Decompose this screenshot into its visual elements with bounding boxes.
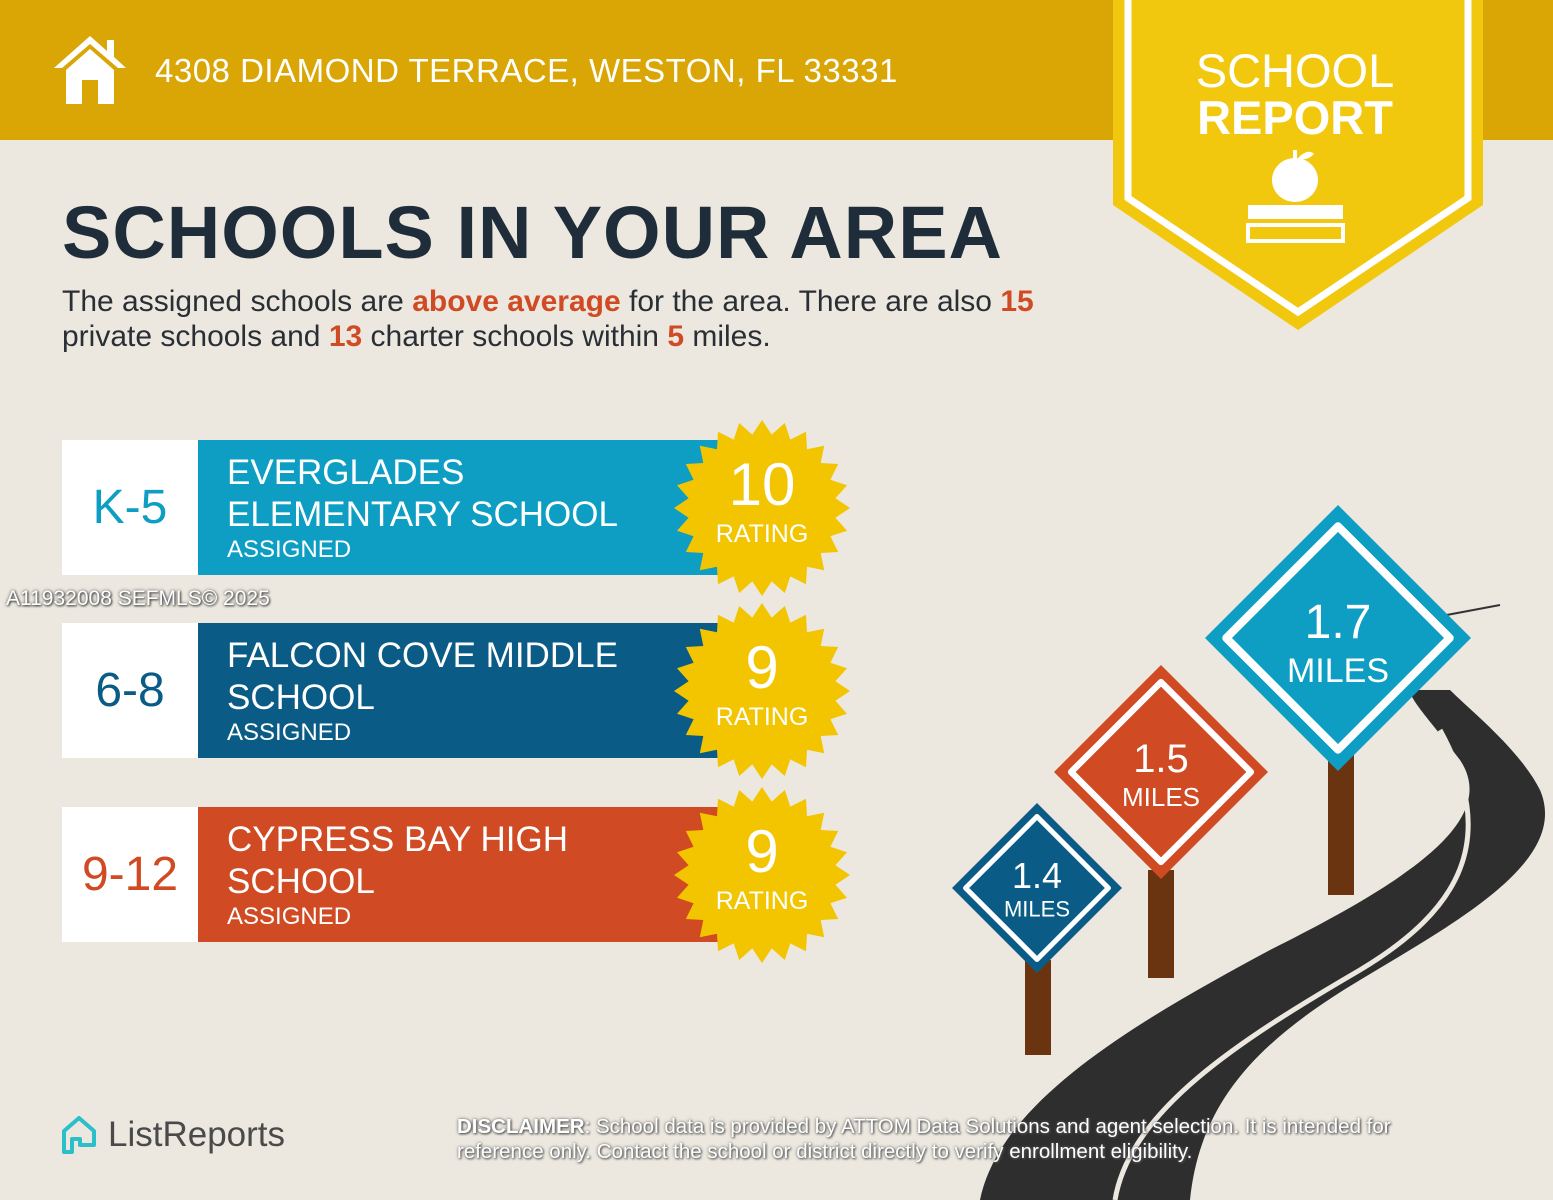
rating-badge: 9 RATING: [674, 603, 850, 779]
intro-part: charter schools within: [362, 320, 668, 353]
sign-unit: MILES: [1287, 652, 1389, 690]
school-name-line2: ELEMENTARY SCHOOL: [227, 495, 618, 534]
assignment-status: ASSIGNED: [227, 536, 352, 563]
school-name-line2: SCHOOL: [227, 678, 375, 717]
grade-range: K-5: [62, 440, 198, 575]
school-name-bar: CYPRESS BAY HIGH SCHOOL ASSIGNED: [198, 807, 728, 942]
school-name-line1: FALCON COVE MIDDLE: [227, 636, 618, 675]
rating-label: RATING: [715, 887, 809, 915]
starburst-icon: [674, 420, 850, 596]
school-row: 6-8 FALCON COVE MIDDLE SCHOOL ASSIGNED 9…: [62, 603, 862, 779]
road-line: [1112, 728, 1471, 1200]
school-name-bar: EVERGLADES ELEMENTARY SCHOOL ASSIGNED: [198, 440, 728, 575]
starburst-icon: [674, 603, 850, 779]
school-name-line1: CYPRESS BAY HIGH: [227, 820, 569, 859]
mls-watermark: A11932008 SEFMLS© 2025: [6, 587, 270, 610]
listreports-logo[interactable]: ListReports: [60, 1115, 285, 1155]
highlight-above-average: above average: [412, 285, 621, 318]
radius-miles: 5: [667, 320, 685, 353]
private-count: 15: [1000, 285, 1034, 318]
rating-value: 10: [728, 451, 796, 518]
sign-post: [1328, 755, 1354, 895]
intro-part: private schools and: [62, 320, 329, 353]
apple-books-icon: [1246, 150, 1345, 243]
school-row: K-5 EVERGLADES ELEMENTARY SCHOOL ASSIGNE…: [62, 420, 862, 596]
grade-range: 9-12: [62, 807, 198, 942]
intro-text: The assigned schools are above average f…: [62, 284, 1082, 354]
intro-part: The assigned schools are: [62, 285, 413, 318]
rating-label: RATING: [715, 703, 809, 731]
assignment-status: ASSIGNED: [227, 719, 352, 746]
house-icon: [54, 36, 126, 104]
listreports-logo-text: ListReports: [108, 1115, 286, 1154]
intro-part: for the area. There are also: [620, 285, 1001, 318]
rating-label: RATING: [715, 520, 809, 548]
charter-count: 13: [328, 320, 363, 353]
rating-value: 9: [745, 818, 779, 885]
sign-unit: MILES: [1004, 897, 1070, 922]
disclaimer: DISCLAIMER: School data is provided by A…: [457, 1114, 1477, 1164]
school-row: 9-12 CYPRESS BAY HIGH SCHOOL ASSIGNED 9 …: [62, 787, 862, 963]
school-name-line2: SCHOOL: [227, 862, 375, 901]
assignment-status: ASSIGNED: [227, 903, 352, 930]
disclaimer-label: DISCLAIMER: [457, 1115, 585, 1138]
school-name-bar: FALCON COVE MIDDLE SCHOOL ASSIGNED: [198, 623, 728, 758]
sign-distance: 1.5: [1133, 737, 1189, 781]
school-report-banner: [1113, 0, 1483, 330]
sign-distance: 1.4: [1012, 855, 1062, 896]
rating-value: 9: [745, 634, 779, 701]
grade-range: 6-8: [62, 623, 198, 758]
school-name-line1: EVERGLADES: [227, 453, 465, 492]
banner-line2: REPORT: [1197, 91, 1393, 144]
rating-badge: 10 RATING: [674, 420, 850, 596]
disclaimer-text: : School data is provided by ATTOM Data …: [457, 1115, 1391, 1163]
page-title: SCHOOLS IN YOUR AREA: [62, 191, 1003, 274]
sign-unit: MILES: [1122, 782, 1200, 812]
sign-post: [1148, 870, 1174, 978]
sign-post: [1025, 960, 1051, 1055]
banner-line1: SCHOOL: [1195, 44, 1395, 97]
starburst-icon: [674, 787, 850, 963]
sign-distance: 1.7: [1305, 596, 1372, 649]
intro-part: miles.: [684, 320, 771, 353]
rating-badge: 9 RATING: [674, 787, 850, 963]
property-address: 4308 DIAMOND TERRACE, WESTON, FL 33331: [155, 52, 898, 89]
road: [980, 690, 1546, 1200]
listreports-logo-icon: [62, 1116, 96, 1154]
